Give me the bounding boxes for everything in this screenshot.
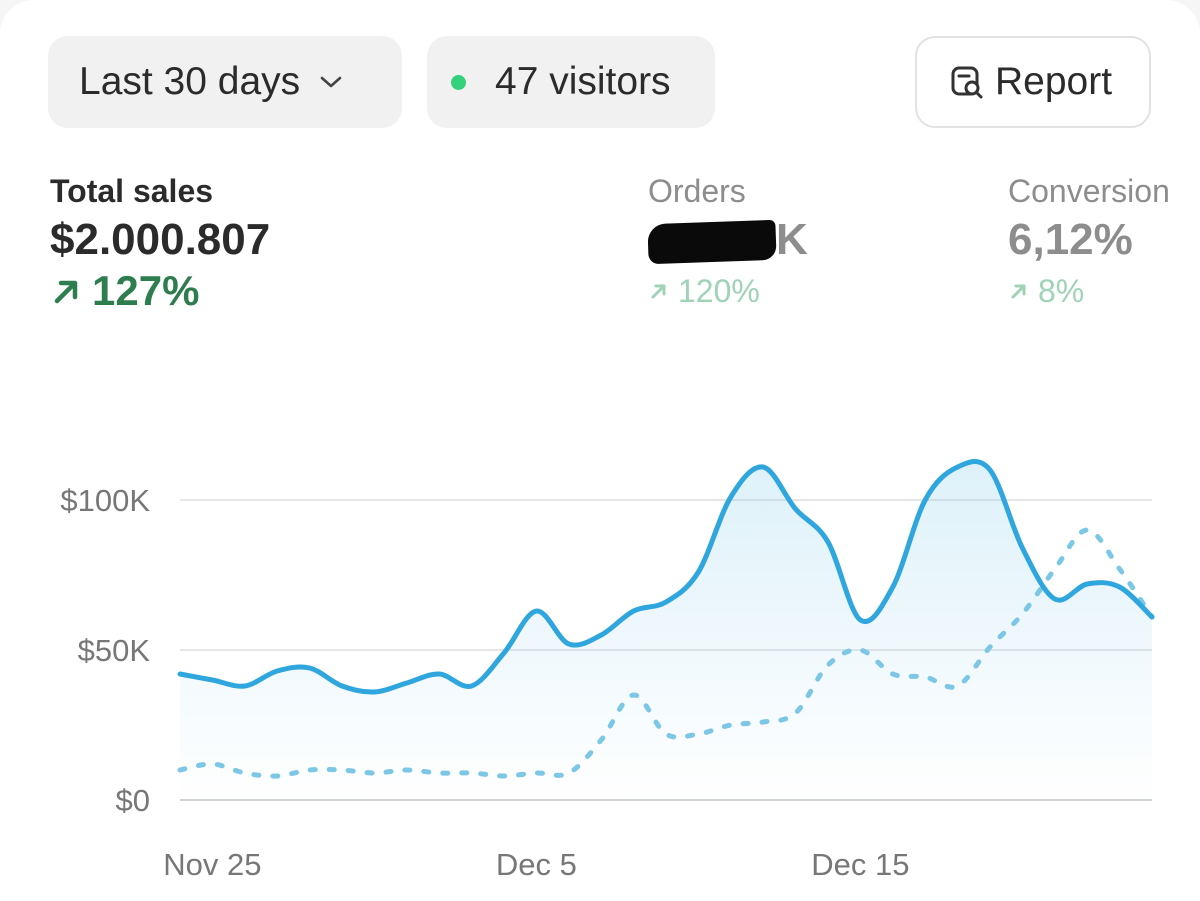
x-axis: Nov 25 Dec 5 Dec 15 xyxy=(163,847,909,882)
x-tick-label: Dec 5 xyxy=(496,847,577,882)
conversion-change: 8% xyxy=(1008,267,1170,315)
date-range-label: Last 30 days xyxy=(79,60,301,103)
total-sales-value: $2.000.807 xyxy=(50,215,271,264)
y-tick-label: $50K xyxy=(78,633,151,668)
total-sales-change: 127% xyxy=(50,267,270,315)
y-tick-label: $100K xyxy=(60,483,150,518)
date-range-dropdown[interactable]: Last 30 days xyxy=(48,36,402,128)
orders-change: 120% xyxy=(648,267,808,315)
conversion-metric[interactable]: Conversion 6,12% 8% xyxy=(1008,172,1170,315)
live-status-dot xyxy=(451,74,466,90)
orders-change-value: 120% xyxy=(678,273,760,309)
conversion-label: Conversion xyxy=(1008,173,1170,209)
sales-line-chart: $0 $50K $100K Nov 25 Dec 5 Dec 15 xyxy=(60,459,1155,882)
chevron-down-icon xyxy=(320,76,342,88)
visitors-label: 47 visitors xyxy=(495,60,671,103)
x-tick-label: Dec 15 xyxy=(811,847,909,882)
orders-label: Orders xyxy=(648,173,746,209)
total-sales-metric[interactable]: Total sales $2.000.807 127% xyxy=(50,172,270,315)
arrow-up-right-icon xyxy=(651,284,666,299)
primary-series-line xyxy=(177,459,1155,695)
live-visitors-button[interactable]: 47 visitors xyxy=(427,36,715,128)
y-tick-label: $0 xyxy=(116,783,150,818)
redaction-mark xyxy=(647,220,777,265)
total-sales-change-value: 127% xyxy=(92,267,200,314)
x-tick-label: Nov 25 xyxy=(163,847,261,882)
comparison-series-line xyxy=(177,527,1155,779)
y-axis: $0 $50K $100K xyxy=(60,483,150,818)
total-sales-label: Total sales xyxy=(50,173,214,209)
report-search-icon xyxy=(951,66,983,99)
report-button[interactable]: Report xyxy=(915,36,1151,128)
orders-value: K xyxy=(647,213,808,267)
orders-value-suffix: K xyxy=(776,215,808,264)
arrow-up-right-icon xyxy=(1011,284,1026,299)
conversion-value: 6,12% xyxy=(1008,215,1133,264)
orders-metric[interactable]: Orders K 120% xyxy=(647,172,808,315)
conversion-change-value: 8% xyxy=(1038,273,1085,309)
arrow-up-right-icon xyxy=(54,280,78,304)
report-label: Report xyxy=(995,60,1113,103)
